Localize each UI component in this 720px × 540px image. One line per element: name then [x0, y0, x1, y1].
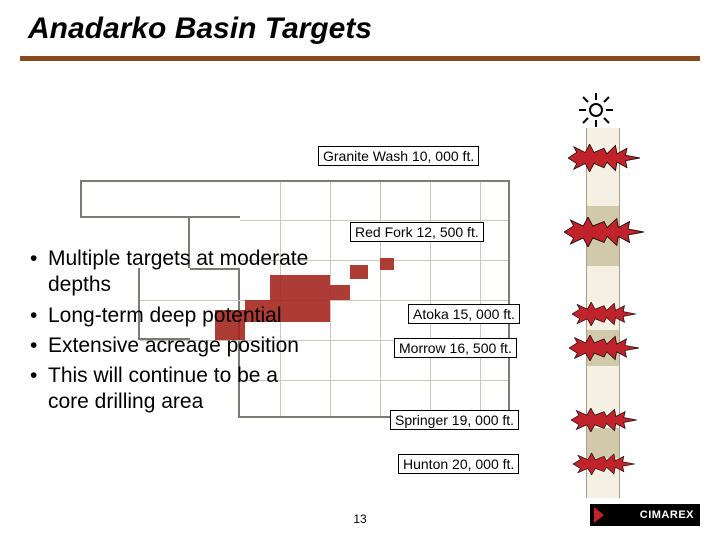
logo-text: CIMAREX [640, 509, 694, 521]
formation-label: Granite Wash 10, 000 ft. [318, 146, 479, 166]
cimarex-logo: CIMAREX [590, 504, 700, 526]
formation-label: Springer 19, 000 ft. [390, 410, 519, 430]
bullet-list: Multiple targets at moderate depths Long-… [30, 246, 320, 420]
formation-label: Atoka 15, 000 ft. [408, 304, 520, 324]
formation-marker [571, 408, 637, 432]
formation-marker [572, 302, 636, 326]
formation-label: Morrow 16, 500 ft. [394, 338, 517, 358]
formation-label: Hunton 20, 000 ft. [398, 454, 519, 474]
formation-label: Red Fork 12, 500 ft. [350, 222, 484, 242]
bullet-item: Extensive acreage position [30, 333, 320, 359]
bullet-item: This will continue to be a core drilling… [30, 363, 320, 416]
formation-marker [568, 144, 640, 172]
bullet-item: Multiple targets at moderate depths [30, 246, 320, 299]
formation-marker [564, 217, 644, 247]
formation-marker [569, 335, 639, 361]
acreage-block [330, 285, 350, 300]
formation-marker [573, 453, 635, 475]
logo-chevron-icon [594, 507, 604, 523]
acreage-block [350, 265, 368, 279]
bullet-item: Long-term deep potential [30, 303, 320, 329]
title-rule [20, 56, 700, 61]
acreage-block [380, 258, 394, 270]
slide-title: Anadarko Basin Targets [28, 12, 372, 46]
sun-icon [578, 92, 614, 128]
